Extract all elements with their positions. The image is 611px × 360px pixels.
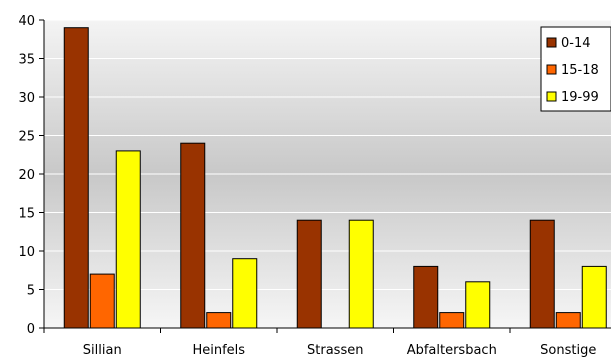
x-tick-label: Abfaltersbach bbox=[407, 343, 497, 358]
bar-0-14-sonstige bbox=[529, 219, 555, 329]
bar-19-99-sonstige bbox=[581, 265, 607, 329]
legend-label: 19-99 bbox=[561, 90, 599, 105]
legend: 0-14 15-18 19-99 bbox=[540, 26, 611, 112]
y-tick-label: 5 bbox=[27, 284, 35, 299]
y-tick-label: 40 bbox=[18, 14, 35, 29]
bar-15-18-sonstige bbox=[555, 312, 581, 329]
legend-swatch-19-99 bbox=[546, 91, 557, 102]
x-tick-label: Sillian bbox=[83, 343, 122, 358]
bar-0-14-abfaltersbach bbox=[413, 265, 439, 329]
legend-swatch-15-18 bbox=[546, 64, 557, 75]
bar-0-14-sillian bbox=[63, 27, 89, 329]
bar-15-18-sillian bbox=[89, 273, 115, 329]
bar-19-99-sillian bbox=[115, 150, 141, 329]
x-tick-label: Strassen bbox=[307, 343, 363, 358]
y-tick-label: 15 bbox=[18, 207, 35, 222]
y-tick-label: 20 bbox=[18, 168, 35, 183]
bar-0-14-heinfels bbox=[180, 142, 206, 329]
y-tick-label: 0 bbox=[27, 322, 35, 337]
bar-0-14-strassen bbox=[296, 219, 322, 329]
bars bbox=[63, 27, 607, 329]
legend-swatch-0-14 bbox=[546, 37, 557, 48]
y-tick-label: 10 bbox=[18, 245, 35, 260]
axes: 0 5 10 15 20 25 30 35 40 Sillian Heinfels Strassen A… bbox=[18, 14, 611, 358]
y-tick-label: 35 bbox=[18, 53, 35, 68]
x-tick-label: Heinfels bbox=[192, 343, 245, 358]
y-tick-label: 25 bbox=[18, 130, 35, 145]
y-tick-label: 30 bbox=[18, 91, 35, 106]
x-tick-label: Sonstige bbox=[540, 343, 596, 358]
bar-19-99-abfaltersbach bbox=[465, 281, 491, 329]
bar-19-99-heinfels bbox=[232, 258, 258, 329]
bar-19-99-strassen bbox=[348, 219, 374, 329]
bar-15-18-heinfels bbox=[206, 312, 232, 329]
legend-label: 15-18 bbox=[561, 63, 599, 78]
bar-15-18-abfaltersbach bbox=[439, 312, 465, 329]
legend-label: 0-14 bbox=[561, 36, 591, 51]
